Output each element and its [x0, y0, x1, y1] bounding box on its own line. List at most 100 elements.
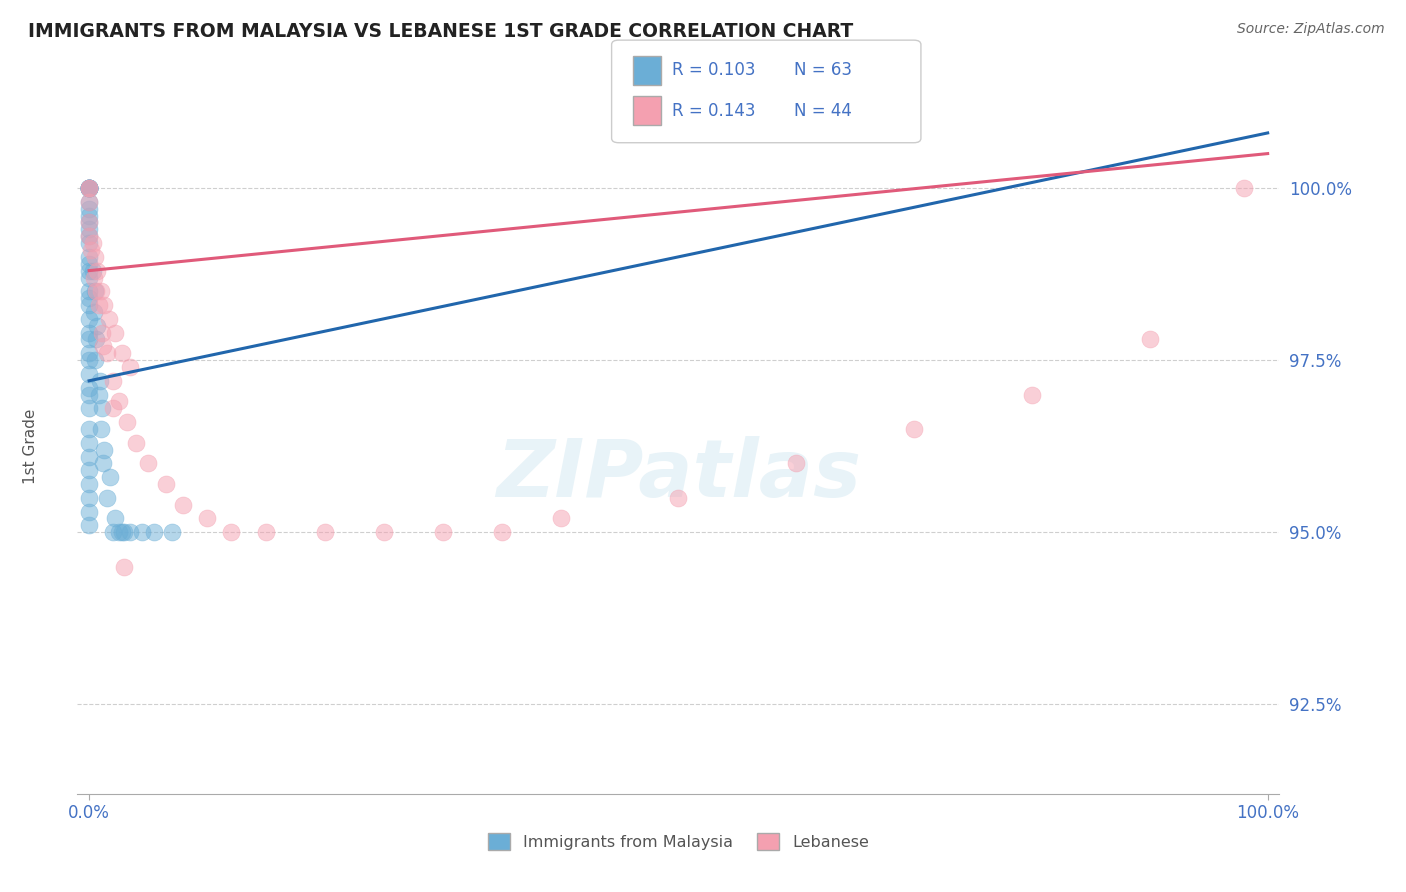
Point [77, 257, 100, 271]
Point [98, 470, 121, 484]
Point [77, 463, 100, 477]
Point [87, 387, 110, 401]
Point [668, 491, 690, 505]
Point [77, 435, 100, 450]
Point [491, 525, 513, 540]
Point [160, 525, 183, 540]
Point [77, 381, 100, 395]
Point [77, 250, 100, 264]
Point [77, 215, 100, 229]
Point [172, 498, 194, 512]
Point [120, 359, 142, 374]
Point [96, 346, 118, 360]
Text: IMMIGRANTS FROM MALAYSIA VS LEBANESE 1ST GRADE CORRELATION CHART: IMMIGRANTS FROM MALAYSIA VS LEBANESE 1ST… [28, 22, 853, 41]
Point [104, 326, 127, 340]
Point [86, 263, 108, 277]
Point [84, 285, 107, 299]
Point [91, 401, 114, 416]
Point [93, 442, 115, 457]
Text: Source: ZipAtlas.com: Source: ZipAtlas.com [1237, 22, 1385, 37]
Point [77, 181, 100, 195]
Point [77, 270, 100, 285]
Point [77, 181, 100, 195]
Point [77, 181, 100, 195]
Point [96, 491, 118, 505]
Point [195, 511, 218, 525]
Point [84, 285, 107, 299]
Point [83, 305, 105, 319]
Point [142, 525, 165, 540]
Point [77, 215, 100, 229]
Point [77, 367, 100, 381]
Point [77, 181, 100, 195]
Point [80, 243, 103, 257]
Point [77, 505, 100, 519]
Text: N = 44: N = 44 [794, 102, 852, 120]
Point [77, 387, 100, 401]
Point [550, 511, 572, 525]
Point [785, 457, 807, 471]
Point [77, 298, 100, 312]
Point [101, 525, 124, 540]
Point [77, 353, 100, 368]
Point [77, 326, 100, 340]
Point [90, 285, 112, 299]
Point [91, 326, 114, 340]
Point [84, 333, 107, 347]
Point [104, 511, 127, 525]
Point [77, 181, 100, 195]
Point [107, 394, 129, 409]
Text: R = 0.143: R = 0.143 [672, 102, 755, 120]
Point [83, 270, 105, 285]
Point [77, 181, 100, 195]
Point [77, 518, 100, 533]
Point [111, 525, 134, 540]
Point [77, 194, 100, 209]
Point [1139, 333, 1161, 347]
Point [101, 374, 124, 388]
Point [86, 318, 108, 333]
Point [77, 209, 100, 223]
Point [373, 525, 395, 540]
Point [101, 401, 124, 416]
Point [314, 525, 336, 540]
Point [77, 236, 100, 251]
Point [77, 491, 100, 505]
Text: 1st Grade: 1st Grade [24, 409, 38, 483]
Text: R = 0.103: R = 0.103 [672, 62, 755, 79]
Point [77, 346, 100, 360]
Point [77, 291, 100, 305]
Point [114, 559, 136, 574]
Point [89, 374, 111, 388]
Point [77, 450, 100, 464]
Point [77, 263, 100, 277]
Point [82, 236, 104, 251]
Point [77, 229, 100, 244]
Point [77, 202, 100, 216]
Point [77, 181, 100, 195]
Point [87, 298, 110, 312]
Point [111, 346, 134, 360]
Legend: Immigrants from Malaysia, Lebanese: Immigrants from Malaysia, Lebanese [481, 827, 876, 857]
Point [77, 477, 100, 491]
Point [77, 181, 100, 195]
Point [77, 194, 100, 209]
Point [254, 525, 277, 540]
Point [131, 525, 153, 540]
Point [77, 229, 100, 244]
Point [77, 222, 100, 236]
Point [84, 353, 107, 368]
Point [82, 263, 104, 277]
Point [136, 457, 159, 471]
Point [84, 250, 107, 264]
Point [1021, 387, 1043, 401]
Point [115, 415, 138, 429]
Point [120, 525, 142, 540]
Point [77, 333, 100, 347]
Point [1233, 181, 1256, 195]
Point [77, 311, 100, 326]
Point [77, 422, 100, 436]
Point [91, 339, 114, 353]
Text: ZIPatlas: ZIPatlas [496, 436, 860, 514]
Point [107, 525, 129, 540]
